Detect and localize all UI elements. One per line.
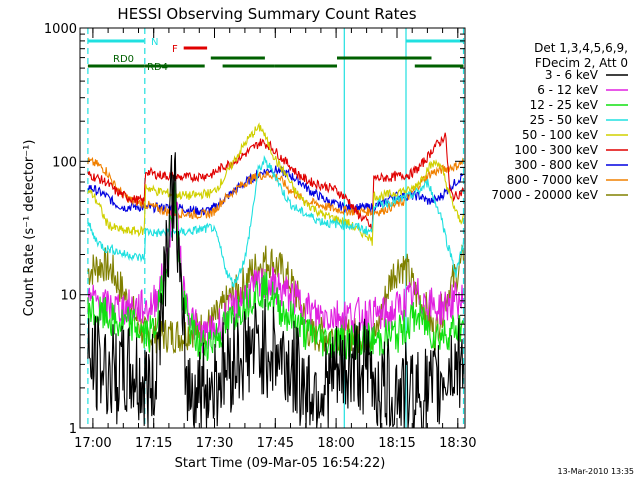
x-tick-label: 17:00 <box>74 436 111 451</box>
legend-label: 100 - 300 keV <box>514 143 598 157</box>
timestamp: 13-Mar-2010 13:35 <box>558 467 635 476</box>
y-axis-label: Count Rate (s⁻¹ detector⁻¹) <box>22 140 37 317</box>
flag-label-rd0: RD0 <box>113 54 134 65</box>
series-line-7 <box>87 182 465 362</box>
series-line-4 <box>87 122 465 246</box>
x-tick-label: 17:30 <box>196 436 233 451</box>
flag-label-n: N <box>151 37 158 48</box>
legend-label: 12 - 25 keV <box>530 98 599 112</box>
series-layer <box>87 122 465 428</box>
flag-label-rd4: RD4 <box>147 62 168 73</box>
legend-label: 7000 - 20000 keV <box>491 188 598 202</box>
x-tick-label: 18:30 <box>439 436 476 451</box>
legend-label: 800 - 7000 keV <box>507 173 599 187</box>
legend-label: 25 - 50 keV <box>530 113 599 127</box>
x-tick-label: 18:00 <box>317 436 354 451</box>
x-axis-ticks: 17:00 17:15 17:30 17:45 18:00 18:15 18:30 <box>74 28 477 451</box>
chart-title: HESSI Observing Summary Count Rates <box>117 5 416 23</box>
plot-frame <box>79 27 466 429</box>
y-tick-label: 1 <box>69 422 77 437</box>
y-axis-ticks: 1 10 100 1000 <box>44 22 465 437</box>
series-line-8 <box>87 152 465 428</box>
legend-label: 50 - 100 keV <box>522 128 599 142</box>
x-tick-label: 17:15 <box>135 436 172 451</box>
series-line-5 <box>87 154 465 288</box>
legend-label: 300 - 800 keV <box>514 158 598 172</box>
x-tick-label: 18:15 <box>378 436 415 451</box>
x-axis-label: Start Time (09-Mar-05 16:54:22) <box>175 456 386 471</box>
flag-bars: N F RD0 RD4 <box>87 37 464 73</box>
legend-header: FDecim 2, Att 0 <box>535 56 628 70</box>
x-tick-label: 17:45 <box>257 436 294 451</box>
flag-label-f: F <box>172 44 178 55</box>
legend-label: 3 - 6 keV <box>545 68 599 82</box>
series-line-3 <box>87 132 465 233</box>
legend-label: 6 - 12 keV <box>537 83 599 97</box>
legend-header: Det 1,3,4,5,6,9, <box>534 41 628 55</box>
series-line-6 <box>87 187 465 354</box>
y-tick-label: 100 <box>52 155 77 170</box>
y-tick-label: 10 <box>60 289 77 304</box>
y-tick-label: 1000 <box>44 22 77 37</box>
legend: Det 1,3,4,5,6,9,FDecim 2, Att 03 - 6 keV… <box>491 41 628 202</box>
